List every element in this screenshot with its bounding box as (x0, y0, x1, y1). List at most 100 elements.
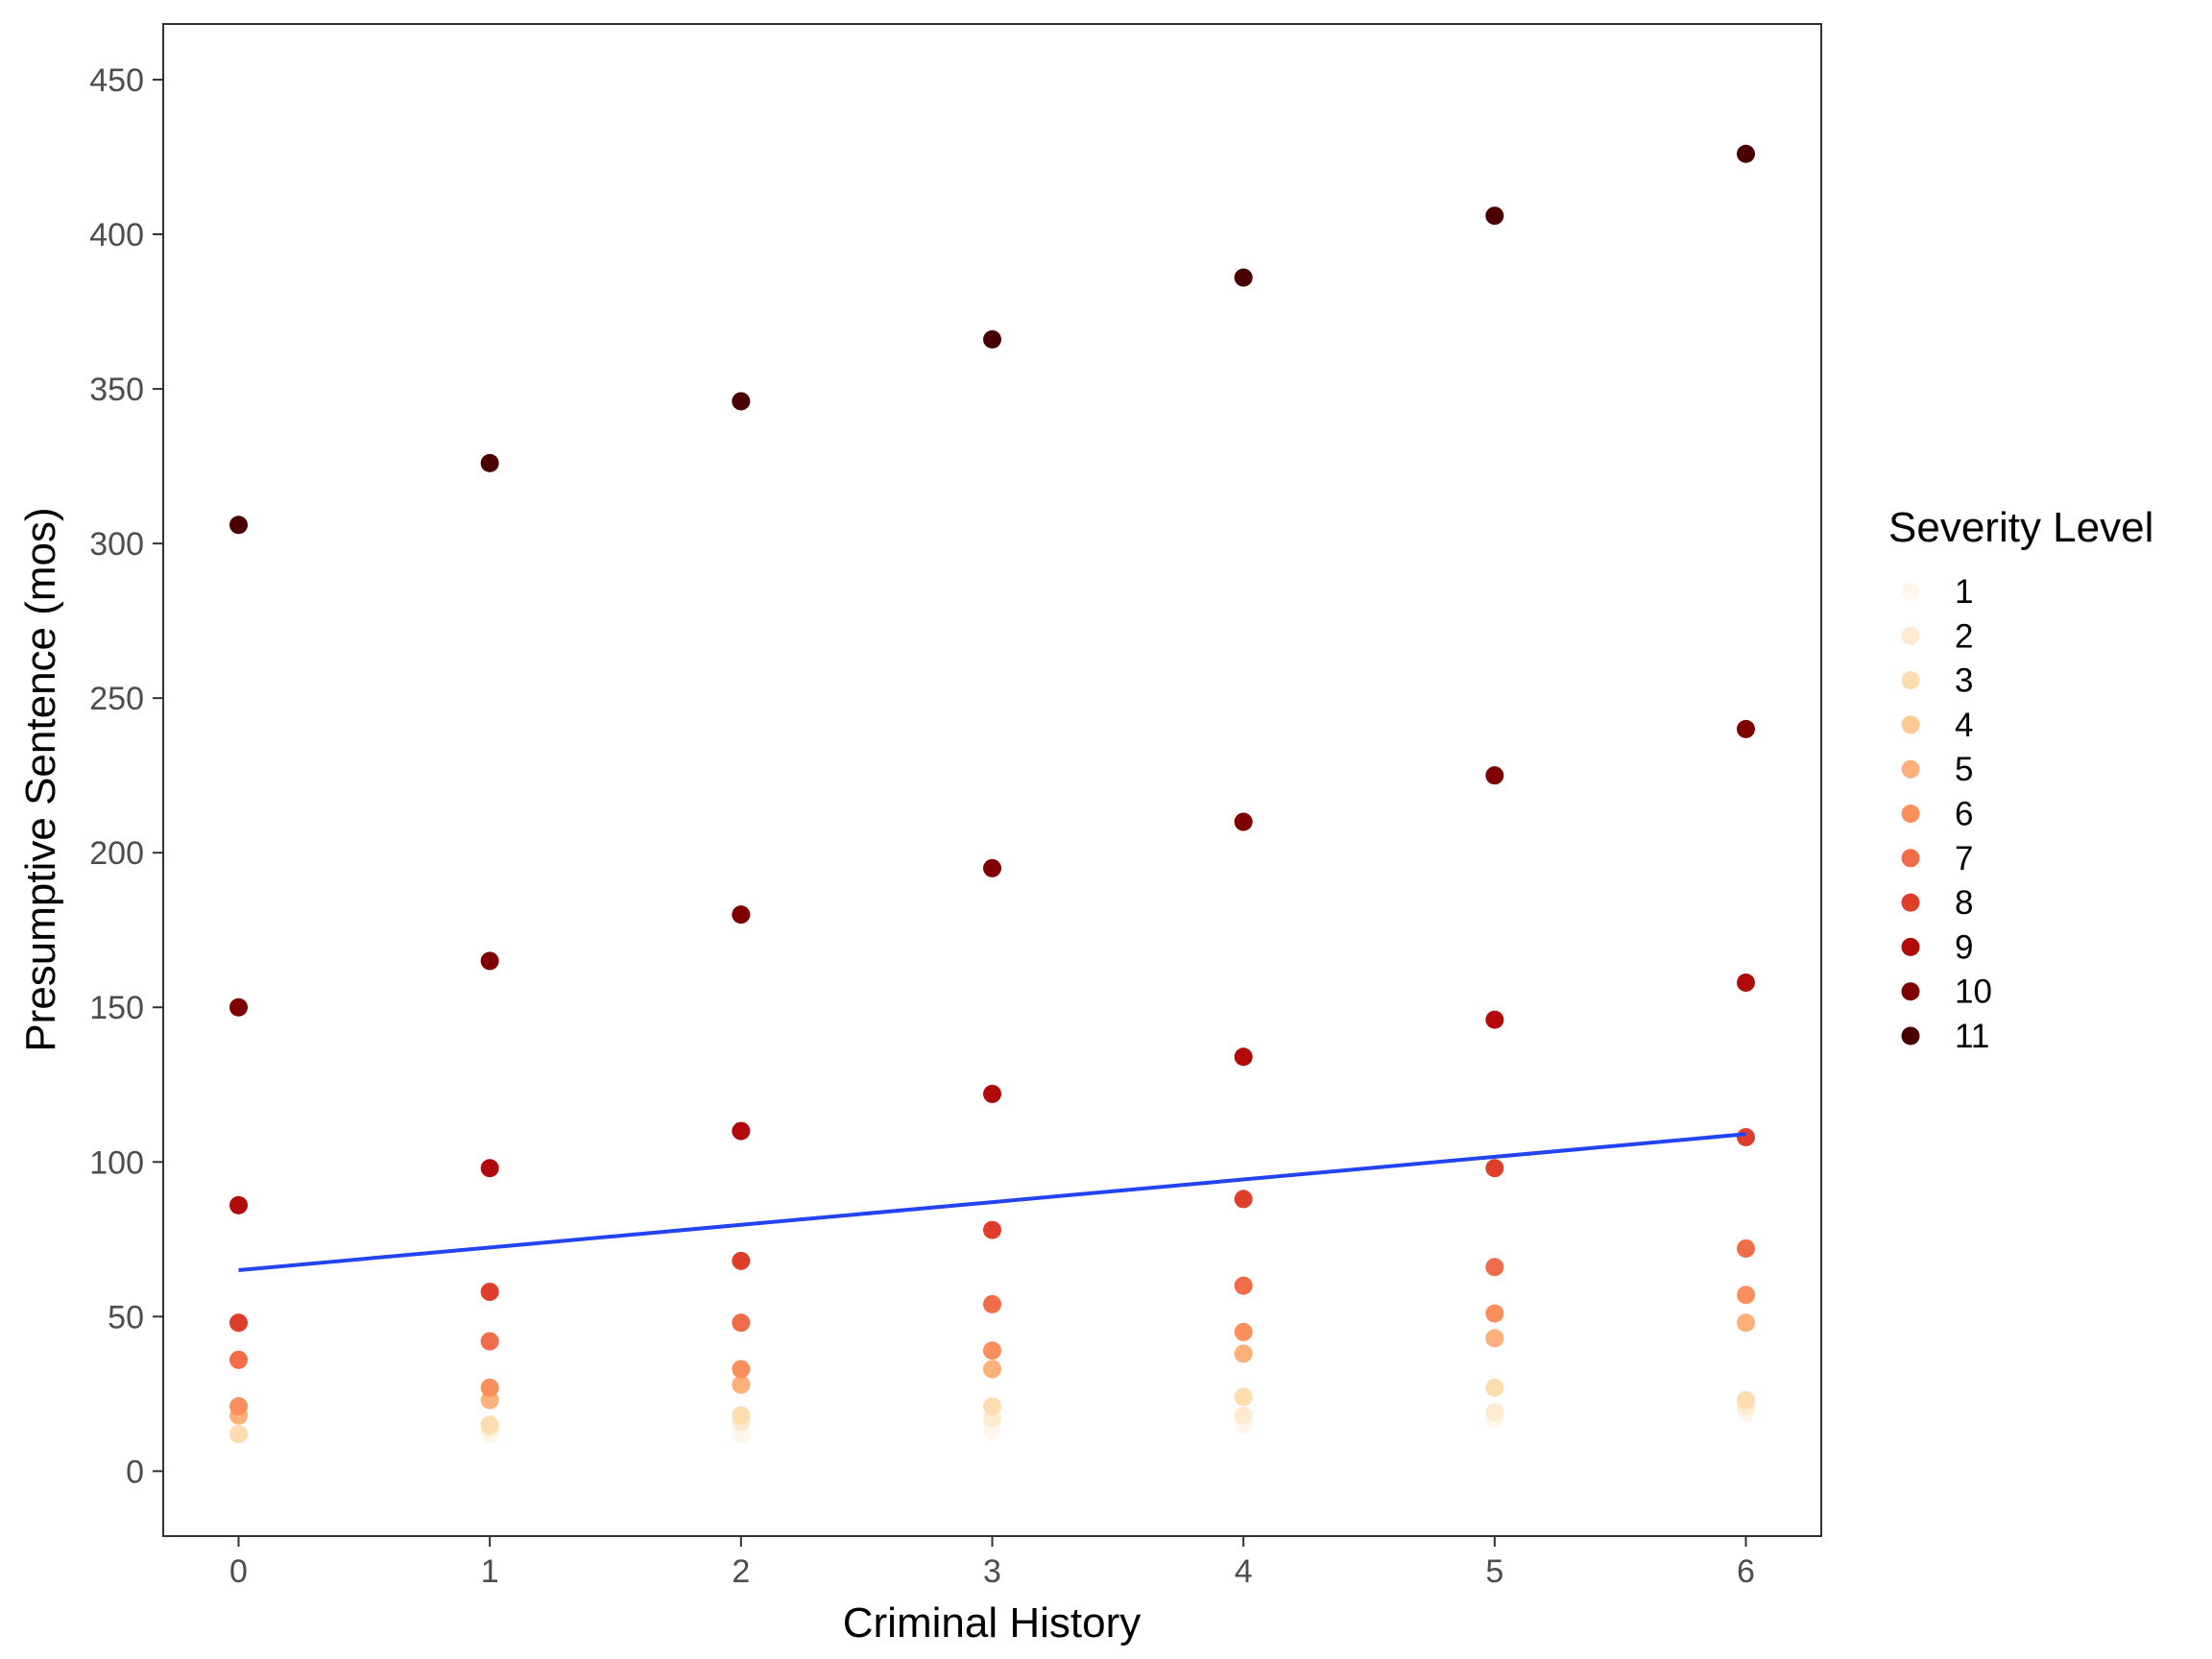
data-point-severity-10 (1485, 766, 1504, 785)
legend-label: 3 (1955, 662, 1973, 700)
data-point-severity-6 (1485, 1304, 1504, 1323)
legend-label: 1 (1955, 573, 1973, 611)
legend-key-7 (1901, 849, 1920, 868)
data-point-severity-9 (1737, 973, 1755, 992)
legend-key-8 (1901, 893, 1920, 912)
data-point-severity-9 (1234, 1047, 1253, 1067)
data-point-severity-9 (732, 1121, 751, 1141)
data-point-severity-11 (1737, 144, 1755, 163)
y-tick-label: 350 (89, 372, 144, 408)
legend-key-3 (1901, 671, 1920, 690)
trend-line-group (238, 1132, 1746, 1272)
data-point-severity-3 (1737, 1390, 1755, 1409)
data-point-severity-6 (1234, 1322, 1253, 1341)
data-point-severity-11 (480, 453, 499, 472)
data-point-severity-3 (732, 1406, 751, 1425)
x-tick-label: 0 (229, 1553, 248, 1590)
data-point-severity-10 (983, 858, 1001, 878)
legend-key-9 (1901, 937, 1920, 956)
trend-line (238, 1132, 1746, 1272)
plot-panel (162, 23, 1822, 1537)
data-point-severity-5 (1737, 1313, 1755, 1333)
legend-label: 2 (1955, 617, 1973, 655)
y-tick-label: 300 (89, 526, 144, 563)
data-point-severity-9 (480, 1159, 499, 1178)
legend-label: 5 (1955, 751, 1973, 788)
data-point-severity-7 (1485, 1258, 1504, 1277)
y-tick-label: 100 (89, 1144, 144, 1181)
y-tick-label: 200 (89, 835, 144, 872)
data-point-severity-8 (480, 1283, 499, 1302)
legend-key-1 (1901, 582, 1920, 601)
data-point-severity-8 (1485, 1159, 1504, 1178)
data-point-severity-5 (732, 1375, 751, 1394)
y-tick-label: 150 (89, 990, 144, 1026)
data-point-severity-3 (480, 1415, 499, 1434)
data-point-severity-10 (1234, 812, 1253, 831)
legend-label: 10 (1955, 974, 1992, 1011)
data-point-severity-3 (229, 1425, 248, 1444)
data-point-severity-11 (1485, 206, 1504, 226)
data-point-severity-7 (983, 1294, 1001, 1313)
legend-title: Severity Level (1888, 504, 2153, 551)
data-point-severity-6 (1737, 1286, 1755, 1305)
legend: Severity Level 1 2 3 4 5 6 7 8 9 10 11 (1888, 504, 2153, 1055)
legend-key-11 (1901, 1026, 1920, 1046)
y-axis-title: Presumptive Sentence (mos) (17, 507, 64, 1051)
data-point-severity-8 (1234, 1190, 1253, 1209)
y-axis: 0 50 100 150 200 250 300 350 400 450 (89, 62, 163, 1490)
x-tick-label: 3 (983, 1553, 1001, 1590)
data-point-severity-5 (1234, 1344, 1253, 1363)
x-axis: 0 1 2 3 4 5 6 (229, 1536, 1755, 1590)
data-point-severity-8 (983, 1220, 1001, 1239)
data-point-severity-11 (1234, 268, 1253, 287)
y-tick-label: 250 (89, 681, 144, 717)
data-point-severity-7 (229, 1350, 248, 1369)
data-point-severity-10 (480, 951, 499, 971)
data-point-severity-2 (1485, 1403, 1504, 1422)
data-point-severity-6 (983, 1341, 1001, 1360)
x-tick-label: 6 (1737, 1553, 1755, 1590)
legend-key-4 (1901, 715, 1920, 734)
data-point-severity-7 (1234, 1276, 1253, 1295)
x-axis-title: Criminal History (843, 1599, 1141, 1647)
legend-label: 9 (1955, 928, 1973, 966)
y-tick-label: 50 (108, 1299, 144, 1335)
x-tick-label: 1 (481, 1553, 499, 1590)
legend-label: 6 (1955, 796, 1973, 833)
data-point-severity-11 (229, 516, 248, 535)
data-point-severity-5 (983, 1359, 1001, 1379)
data-point-severity-3 (983, 1397, 1001, 1416)
legend-label: 4 (1955, 707, 1973, 744)
data-point-severity-7 (480, 1332, 499, 1351)
data-point-severity-8 (1737, 1128, 1755, 1147)
data-point-severity-9 (983, 1084, 1001, 1103)
data-point-severity-10 (1737, 719, 1755, 738)
data-point-severity-5 (1485, 1329, 1504, 1348)
data-point-severity-9 (1485, 1010, 1504, 1029)
y-tick-label: 450 (89, 62, 144, 99)
data-point-severity-6 (480, 1378, 499, 1397)
data-point-severity-10 (229, 998, 248, 1017)
legend-key-10 (1901, 982, 1920, 1001)
x-tick-label: 5 (1485, 1553, 1503, 1590)
data-point-severity-8 (732, 1251, 751, 1270)
data-point-severity-8 (229, 1313, 248, 1333)
legend-label: 11 (1955, 1018, 1989, 1055)
data-point-severity-9 (229, 1195, 248, 1214)
data-point-severity-6 (732, 1359, 751, 1379)
legend-key-2 (1901, 626, 1920, 645)
data-point-severity-2 (1234, 1406, 1253, 1425)
data-point-severity-11 (732, 392, 751, 411)
data-point-severity-6 (229, 1397, 248, 1416)
data-points (229, 144, 1755, 1444)
legend-key-6 (1901, 805, 1920, 823)
data-point-severity-3 (1485, 1378, 1504, 1397)
data-point-severity-10 (732, 905, 751, 925)
legend-key-5 (1901, 759, 1920, 779)
legend-label: 7 (1955, 840, 1973, 878)
x-tick-label: 2 (732, 1553, 750, 1590)
y-tick-label: 0 (126, 1454, 144, 1490)
